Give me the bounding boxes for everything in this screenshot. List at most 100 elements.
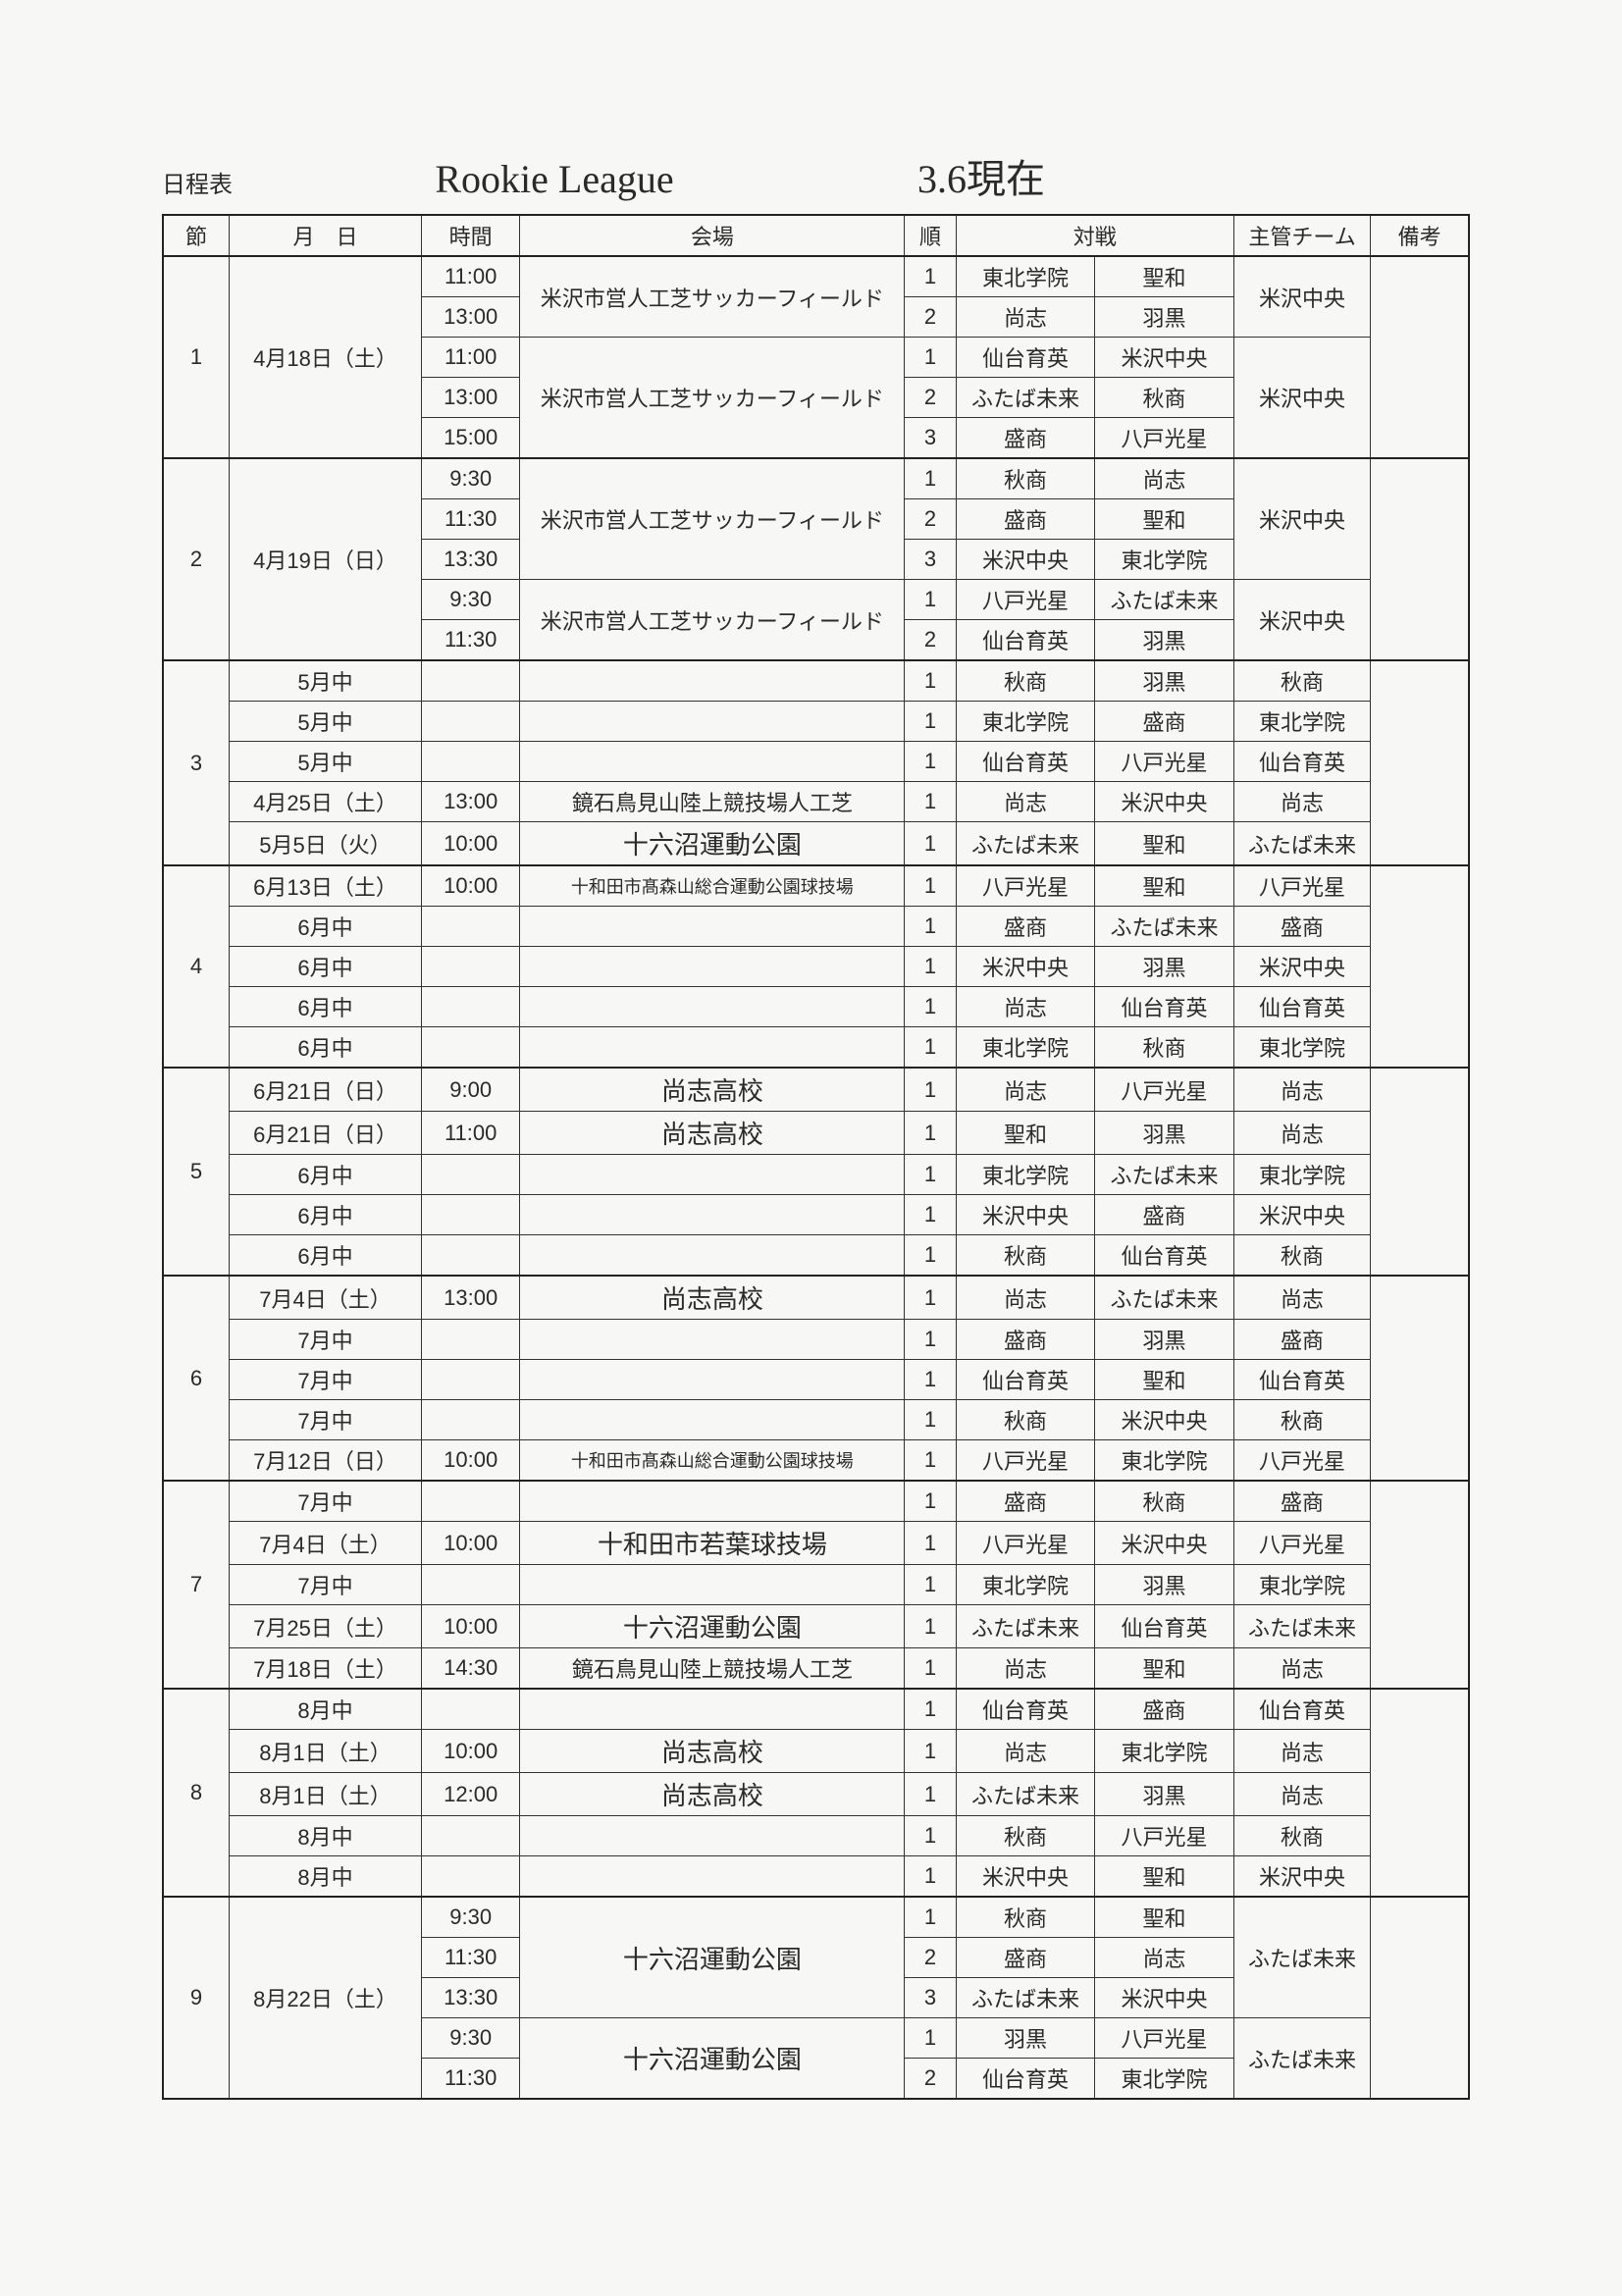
cell-host-team: 仙台育英 — [1233, 987, 1370, 1027]
cell-jun: 1 — [905, 1112, 956, 1155]
cell-date: 6月中 — [230, 1195, 422, 1235]
cell-venue: 尚志高校 — [520, 1112, 905, 1155]
cell-venue: 尚志高校 — [520, 1276, 905, 1320]
cell-host-team: 東北学院 — [1233, 1155, 1370, 1195]
cell-venue — [520, 1360, 905, 1400]
cell-venue: 十六沼運動公園 — [520, 1605, 905, 1648]
cell-date: 7月中 — [230, 1320, 422, 1360]
cell-team-a: 盛商 — [956, 907, 1095, 947]
cell-jun: 1 — [905, 338, 956, 378]
cell-team-a: 仙台育英 — [956, 1689, 1095, 1730]
cell-team-b: ふたば未来 — [1095, 907, 1234, 947]
cell-venue — [520, 1320, 905, 1360]
cell-team-a: 尚志 — [956, 1068, 1095, 1112]
cell-jun: 1 — [905, 742, 956, 782]
cell-date: 4月19日（日） — [230, 458, 422, 660]
cell-team-a: 羽黒 — [956, 2018, 1095, 2059]
cell-time: 11:00 — [422, 1112, 520, 1155]
cell-team-b: 羽黒 — [1095, 1320, 1234, 1360]
cell-time: 9:00 — [422, 1068, 520, 1112]
cell-jun: 2 — [905, 1938, 956, 1978]
cell-team-b: 羽黒 — [1095, 660, 1234, 702]
cell-host-team: 尚志 — [1233, 1068, 1370, 1112]
cell-jun: 1 — [905, 1400, 956, 1440]
cell-team-b: 東北学院 — [1095, 2059, 1234, 2100]
cell-host-team: 秋商 — [1233, 1816, 1370, 1856]
table-row: 46月13日（土）10:00十和田市髙森山総合運動公園球技場1八戸光星聖和八戸光… — [163, 865, 1469, 907]
table-row: 6月21日（日）11:00尚志高校1聖和羽黒尚志 — [163, 1112, 1469, 1155]
cell-setsu: 4 — [163, 865, 230, 1068]
cell-venue — [520, 1565, 905, 1605]
cell-time: 15:00 — [422, 418, 520, 459]
table-row: 67月4日（土）13:00尚志高校1尚志ふたば未来尚志 — [163, 1276, 1469, 1320]
cell-team-b: ふたば未来 — [1095, 1155, 1234, 1195]
cell-team-b: 羽黒 — [1095, 947, 1234, 987]
cell-team-b: 羽黒 — [1095, 1112, 1234, 1155]
cell-date: 7月12日（日） — [230, 1440, 422, 1482]
cell-team-b: 盛商 — [1095, 1195, 1234, 1235]
cell-venue: 米沢市営人工芝サッカーフィールド — [520, 338, 905, 459]
cell-host-team: 仙台育英 — [1233, 742, 1370, 782]
cell-team-a: 秋商 — [956, 1897, 1095, 1938]
table-row: 5月中1東北学院盛商東北学院 — [163, 702, 1469, 742]
cell-host-team: 尚志 — [1233, 1648, 1370, 1690]
cell-jun: 1 — [905, 907, 956, 947]
cell-team-b: ふたば未来 — [1095, 580, 1234, 620]
title-row: 日程表 Rookie League 3.6現在 — [162, 147, 1470, 204]
cell-time — [422, 1195, 520, 1235]
cell-jun: 1 — [905, 782, 956, 822]
cell-time — [422, 1689, 520, 1730]
cell-team-a: 仙台育英 — [956, 1360, 1095, 1400]
cell-date: 4月25日（土） — [230, 782, 422, 822]
cell-team-b: 聖和 — [1095, 1648, 1234, 1690]
cell-venue: 十六沼運動公園 — [520, 1897, 905, 2018]
table-row: 5月中1仙台育英八戸光星仙台育英 — [163, 742, 1469, 782]
cell-team-a: 仙台育英 — [956, 742, 1095, 782]
cell-time: 13:00 — [422, 297, 520, 338]
cell-venue: 鏡石鳥見山陸上競技場人工芝 — [520, 1648, 905, 1690]
title-right: 3.6現在 — [810, 147, 1045, 204]
cell-team-a: 仙台育英 — [956, 2059, 1095, 2100]
cell-team-a: 秋商 — [956, 1816, 1095, 1856]
cell-date: 8月中 — [230, 1689, 422, 1730]
cell-venue: 十和田市髙森山総合運動公園球技場 — [520, 1440, 905, 1482]
cell-biko — [1371, 865, 1469, 1068]
cell-time: 10:00 — [422, 1605, 520, 1648]
cell-team-a: 仙台育英 — [956, 620, 1095, 661]
cell-jun: 1 — [905, 2018, 956, 2059]
cell-time — [422, 1565, 520, 1605]
cell-team-a: 聖和 — [956, 1112, 1095, 1155]
cell-host-team: 盛商 — [1233, 907, 1370, 947]
cell-team-a: 盛商 — [956, 499, 1095, 540]
cell-team-a: 八戸光星 — [956, 865, 1095, 907]
cell-team-b: 尚志 — [1095, 458, 1234, 499]
cell-setsu: 9 — [163, 1897, 230, 2099]
cell-venue: 尚志高校 — [520, 1730, 905, 1773]
cell-time: 11:00 — [422, 256, 520, 297]
cell-host-team: 仙台育英 — [1233, 1689, 1370, 1730]
cell-date: 6月中 — [230, 907, 422, 947]
table-row: 6月中1米沢中央盛商米沢中央 — [163, 1195, 1469, 1235]
cell-jun: 3 — [905, 1978, 956, 2018]
cell-date: 7月4日（土） — [230, 1522, 422, 1565]
cell-jun: 1 — [905, 1522, 956, 1565]
cell-venue — [520, 1481, 905, 1522]
col-taisen: 対戦 — [956, 215, 1233, 256]
col-venue: 会場 — [520, 215, 905, 256]
cell-team-a: 秋商 — [956, 458, 1095, 499]
cell-venue — [520, 1195, 905, 1235]
cell-host-team: 東北学院 — [1233, 702, 1370, 742]
cell-team-a: 仙台育英 — [956, 338, 1095, 378]
header-row: 節 月 日 時間 会場 順 対戦 主管チーム 備考 — [163, 215, 1469, 256]
cell-host-team: 八戸光星 — [1233, 865, 1370, 907]
cell-time — [422, 1235, 520, 1277]
cell-team-b: 盛商 — [1095, 1689, 1234, 1730]
cell-time — [422, 1400, 520, 1440]
cell-team-a: ふたば未来 — [956, 378, 1095, 418]
table-row: 98月22日（土）9:30十六沼運動公園1秋商聖和ふたば未来 — [163, 1897, 1469, 1938]
cell-time: 10:00 — [422, 865, 520, 907]
cell-date: 6月中 — [230, 947, 422, 987]
cell-team-a: 八戸光星 — [956, 580, 1095, 620]
cell-team-a: ふたば未来 — [956, 1605, 1095, 1648]
cell-biko — [1371, 1068, 1469, 1276]
